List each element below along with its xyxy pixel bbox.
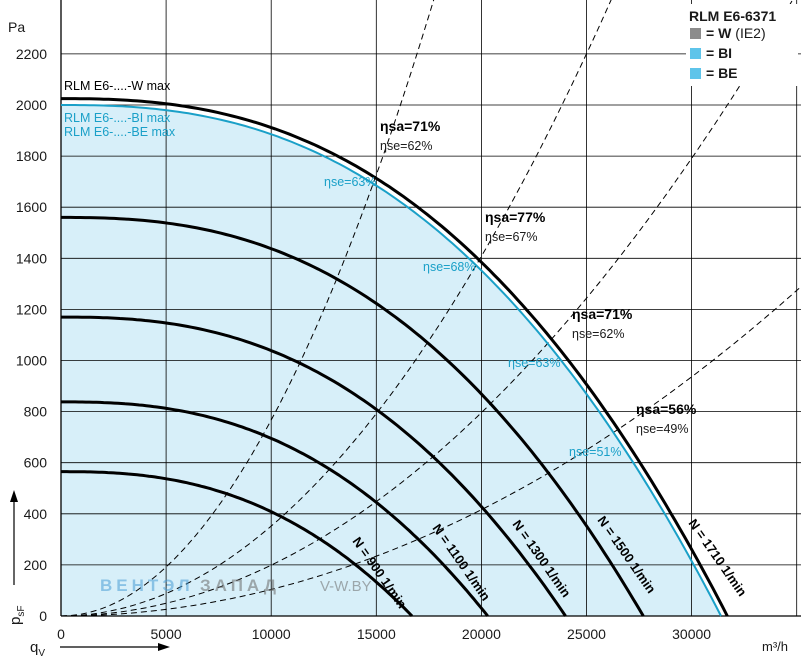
speed-curve: [61, 400, 489, 617]
y-axis-symbol: p: [7, 617, 24, 625]
x-tick-label: 15000: [357, 626, 396, 642]
y-tick-label: 600: [24, 455, 48, 471]
eta-se-blue-label: ηse=63%: [324, 175, 376, 189]
y-tick-label: 0: [39, 608, 47, 624]
x-axis-title: qV: [30, 639, 45, 657]
y-tick-label: 800: [24, 404, 48, 420]
axes: 0 5000 10000 15000 20000 25000 30000 0 200 400 600…: [16, 46, 711, 642]
legend-title: RLM E6-6371: [689, 8, 776, 24]
x-tick-label: 10000: [252, 626, 291, 642]
legend-swatch: [690, 28, 701, 39]
eta-se-label: ηse=62%: [572, 327, 624, 341]
x-axis-symbol: q: [30, 639, 38, 656]
y-tick-label: 1400: [16, 250, 47, 266]
efficiency-lines: [60, 0, 801, 616]
y-axis-title: psF: [7, 606, 27, 625]
eta-se-blue-label: ηse=63%: [508, 356, 560, 370]
y-tick-label: 1200: [16, 301, 47, 317]
speed-curves: [61, 97, 729, 618]
max-curve-label: RLM E6-....-BI max: [64, 111, 171, 125]
efficiency-line: [60, 285, 801, 616]
x-tick-label: 20000: [462, 626, 501, 642]
y-tick-label: 1000: [16, 353, 47, 369]
eta-se-label: ηse=67%: [485, 230, 537, 244]
eta-sa-label: ηsa=56%: [636, 401, 697, 417]
watermark-brand-1: ВЕНТЭЛ: [100, 576, 194, 595]
x-tick-label: 5000: [151, 626, 182, 642]
legend-item-label: = BI: [706, 45, 732, 61]
x-axis-arrow-icon: [158, 643, 170, 651]
efficiency-line: [60, 0, 612, 616]
y-tick-label: 1600: [16, 199, 47, 215]
eta-se-label: ηse=49%: [636, 422, 688, 436]
y-axis-arrow-icon: [10, 490, 18, 502]
x-tick-label: 25000: [567, 626, 606, 642]
y-tick-label: 2200: [16, 46, 47, 62]
watermark-brand-2: ЗАПАД: [200, 576, 280, 595]
eta-sa-label: ηsa=71%: [572, 306, 633, 322]
legend-item-label: = W (IE2): [706, 25, 766, 41]
x-tick-label: 0: [57, 626, 65, 642]
legend-item-label: = BE: [706, 65, 738, 81]
y-tick-label: 2000: [16, 97, 47, 113]
x-tick-label: 30000: [672, 626, 711, 642]
max-curve-label: RLM E6-....-BE max: [64, 125, 176, 139]
legend-background: [686, 4, 798, 86]
y-tick-label: 400: [24, 506, 48, 522]
max-curve-label: RLM E6-....-W max: [64, 79, 171, 93]
legend-swatch: [690, 48, 701, 59]
svg-text:psF: psF: [7, 606, 27, 625]
x-unit-label: m³/h: [762, 639, 788, 654]
bi-be-max-curve: [61, 104, 722, 617]
y-axis-subscript: sF: [16, 606, 27, 617]
watermark-site: V-W.BY: [320, 578, 372, 595]
speed-curve: [61, 215, 645, 617]
eta-se-blue-label: ηse=68%: [423, 260, 475, 274]
w-max-curve: [61, 97, 729, 617]
y-tick-label: 1800: [16, 148, 47, 164]
legend: RLM E6-6371 = W (IE2) = BI = BE: [686, 4, 798, 86]
legend-swatch: [690, 68, 701, 79]
eta-se-blue-label: ηse=51%: [569, 445, 621, 459]
x-axis-subscript: V: [38, 648, 45, 657]
eta-sa-label: ηsa=77%: [485, 209, 546, 225]
efficiency-line: [60, 0, 794, 616]
watermark: ВЕНТЭЛ ЗАПАД V-W.BY: [100, 576, 372, 595]
speed-curve: [61, 470, 414, 618]
eta-sa-label: ηsa=71%: [380, 118, 441, 134]
y-tick-label: 200: [24, 557, 48, 573]
speed-curve: [61, 315, 567, 617]
eta-se-label: ηse=62%: [380, 139, 432, 153]
y-unit-label: Pa: [8, 19, 25, 35]
